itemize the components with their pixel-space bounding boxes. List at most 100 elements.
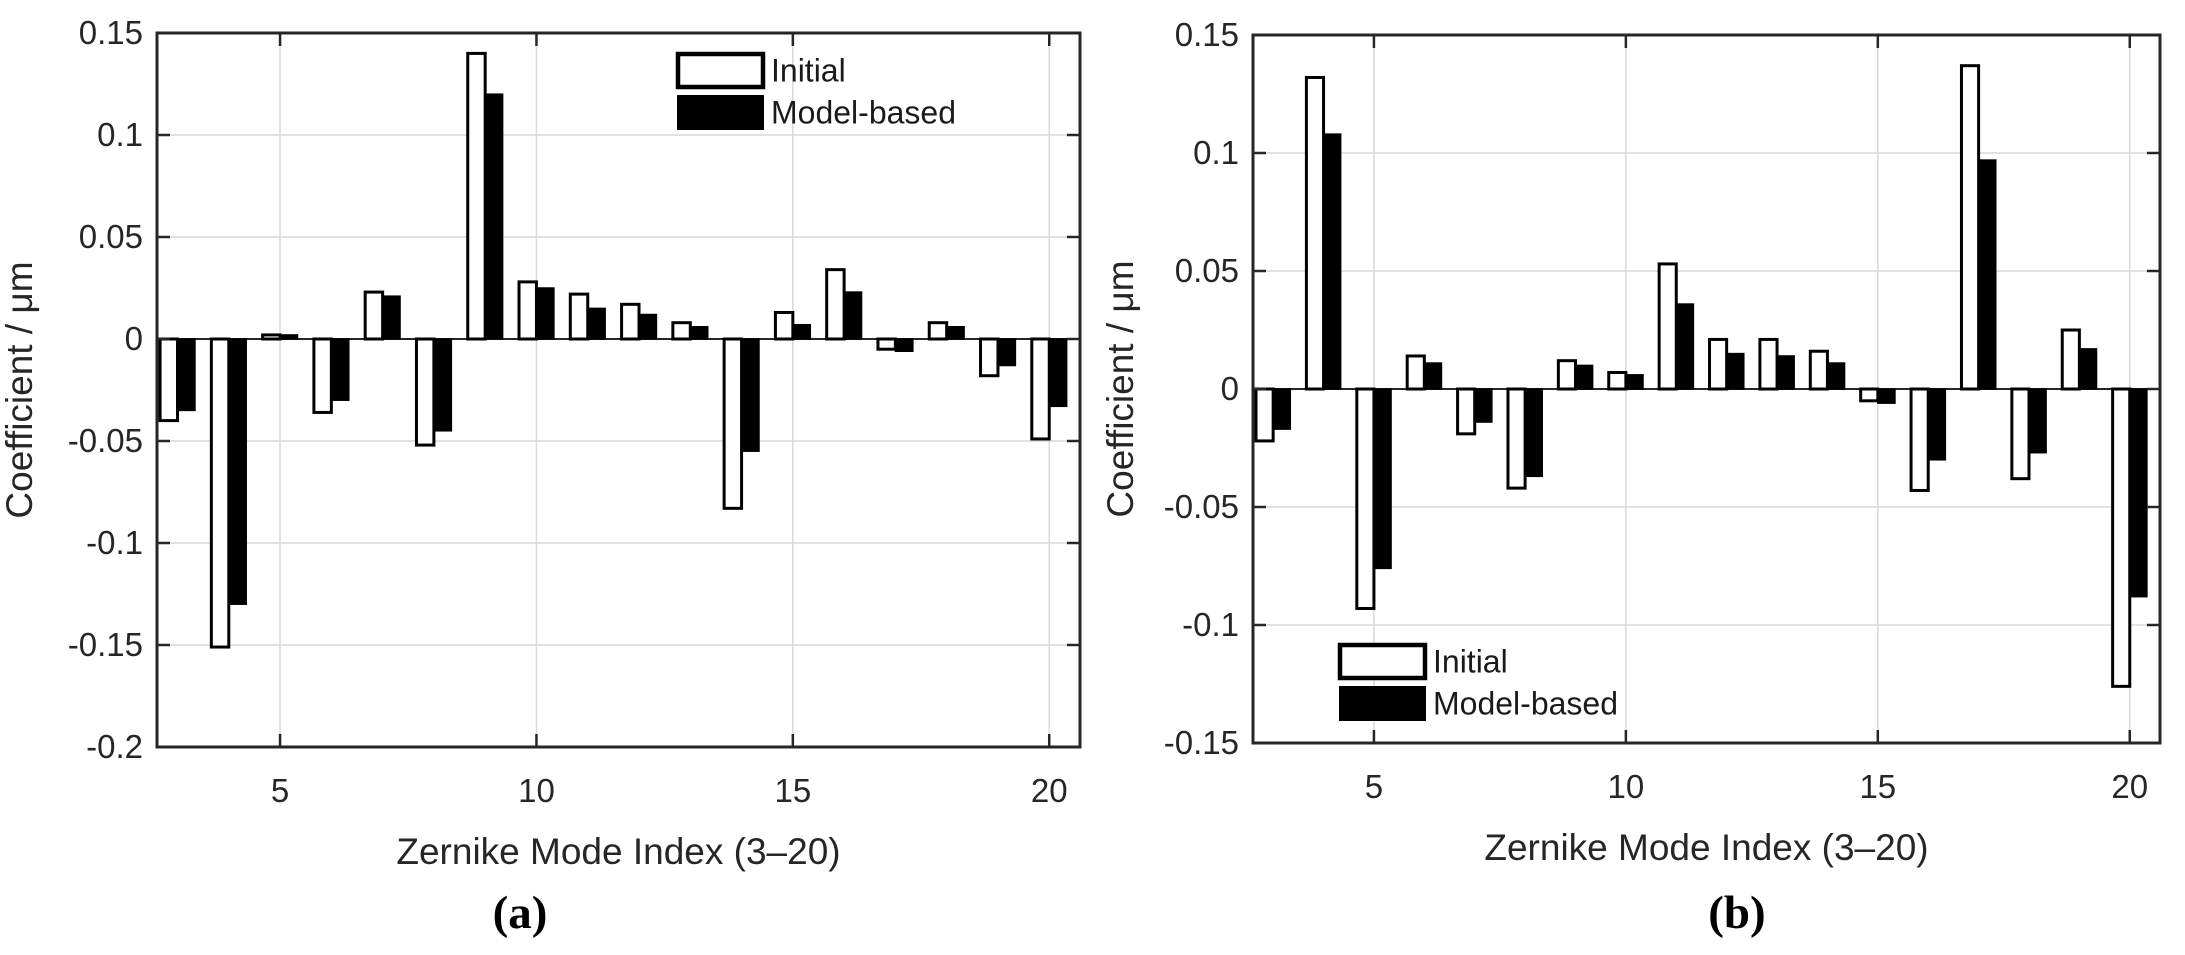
- bar-initial-mode-8: [414, 337, 436, 447]
- y-tick-label: 0.05: [79, 218, 143, 255]
- tick-marks: [1253, 33, 2160, 745]
- bar-initial-mode-13: [1758, 337, 1779, 391]
- x-tick-labels: 5 10 15 20: [1365, 768, 2148, 805]
- bar-model-based-mode-10: [1625, 374, 1644, 390]
- bar-initial-mode-12: [1708, 337, 1729, 391]
- x-axis-label: Zernike Mode Index (3–20): [1484, 827, 1928, 868]
- bar-initial-mode-6: [312, 337, 333, 414]
- y-tick-label: -0.1: [1182, 606, 1239, 643]
- y-tick-label: 0.15: [79, 14, 143, 51]
- bar-model-based-mode-9: [484, 93, 504, 340]
- panel-b-bar-chart: 0.15 0.1 0.05 0 -0.05 -0.1 -0.15 5 10 15 20 Zernike…: [1100, 16, 2162, 868]
- bar-model-based-mode-14: [740, 338, 760, 452]
- bar-model-based-mode-5: [1373, 388, 1392, 570]
- bar-initial-mode-14: [722, 337, 744, 510]
- bar-initial-mode-20: [2111, 387, 2132, 688]
- bar-initial-mode-11: [568, 292, 590, 341]
- bar-model-based-mode-7: [381, 295, 401, 340]
- bar-initial-mode-12: [620, 302, 641, 341]
- x-tick-label: 20: [1031, 772, 1068, 809]
- y-tick-label: 0.15: [1175, 16, 1239, 53]
- x-tick-label: 5: [1365, 768, 1383, 805]
- bar-model-based-mode-13: [1776, 355, 1795, 390]
- y-tick-label: -0.15: [1164, 724, 1239, 761]
- bar-model-based-mode-19: [2078, 348, 2098, 390]
- bar-initial-mode-9: [1556, 359, 1577, 391]
- bar-model-based-mode-20: [1048, 338, 1068, 408]
- caption-a: (a): [493, 887, 548, 939]
- bar-initial-mode-7: [1456, 387, 1477, 436]
- plot-border: [155, 31, 1082, 749]
- bar-initial-mode-6: [1405, 354, 1426, 391]
- bar-model-based-mode-4: [228, 338, 247, 605]
- legend-swatch-initial: [1337, 642, 1428, 681]
- bar-initial-mode-20: [1030, 337, 1051, 441]
- bar-initial-mode-3: [1254, 387, 1275, 443]
- bar-initial-mode-17: [876, 337, 897, 351]
- bar-model-based-mode-11: [586, 307, 606, 340]
- y-tick-label: -0.2: [86, 728, 143, 765]
- y-tick-labels: 0.15 0.1 0.05 0 -0.05 -0.1 -0.15 -0.2: [68, 14, 143, 765]
- y-tick-label: 0.1: [1193, 134, 1239, 171]
- bar-initial-mode-8: [1506, 387, 1527, 490]
- y-tick-label: 0.05: [1175, 252, 1239, 289]
- bar-model-based-mode-10: [535, 287, 555, 340]
- bar-initial-mode-7: [363, 290, 385, 341]
- bar-model-based-mode-17: [1977, 159, 1997, 390]
- bar-initial-mode-5: [261, 333, 282, 341]
- bar-model-based-mode-18: [945, 326, 965, 340]
- bars-model-based: [1272, 133, 2148, 598]
- bar-model-based-mode-3: [1272, 388, 1292, 430]
- y-tick-label: -0.05: [1164, 488, 1239, 525]
- bar-model-based-mode-16: [843, 291, 863, 340]
- x-tick-label: 20: [2111, 768, 2148, 805]
- bar-initial-mode-10: [1607, 370, 1628, 391]
- legend-label-model-based: Model-based: [1433, 686, 1618, 722]
- bar-initial-mode-4: [1304, 75, 1326, 391]
- y-tick-label: 0: [1221, 370, 1239, 407]
- x-tick-label: 15: [1859, 768, 1896, 805]
- legend-swatch-model-based: [677, 95, 764, 130]
- x-tick-label: 15: [774, 772, 811, 809]
- bar-initial-mode-3: [158, 337, 180, 423]
- bar-model-based-mode-19: [997, 338, 1017, 367]
- legend: Initial Model-based: [675, 51, 956, 131]
- caption-b: (b): [1708, 887, 1765, 939]
- bar-initial-mode-15: [1859, 387, 1880, 403]
- bar-model-based-mode-16: [1927, 388, 1947, 461]
- bar-model-based-mode-8: [433, 338, 453, 432]
- x-tick-label: 10: [1608, 768, 1645, 805]
- bar-initial-mode-18: [927, 321, 949, 341]
- bar-model-based-mode-18: [2028, 388, 2047, 454]
- legend-swatch-model-based: [1339, 686, 1426, 721]
- legend-label-initial: Initial: [771, 53, 846, 89]
- bar-model-based-mode-13: [689, 326, 709, 340]
- bar-initial-mode-16: [825, 268, 846, 341]
- x-axis-label: Zernike Mode Index (3–20): [396, 831, 840, 872]
- legend-label-model-based: Model-based: [771, 95, 956, 131]
- y-tick-label: -0.05: [68, 422, 143, 459]
- panel-a-bar-chart: 0.15 0.1 0.05 0 -0.05 -0.1 -0.15 -0.2 5 10 15 20 Zer…: [0, 14, 1082, 872]
- y-tick-labels: 0.15 0.1 0.05 0 -0.05 -0.1 -0.15: [1164, 16, 1239, 761]
- y-tick-label: 0.1: [97, 116, 143, 153]
- bar-initial-mode-19: [2060, 328, 2081, 391]
- bar-model-based-mode-6: [1423, 362, 1443, 390]
- bar-initial-mode-9: [466, 51, 487, 341]
- bar-model-based-mode-12: [638, 313, 658, 340]
- x-tick-labels: 5 10 15 20: [271, 772, 1068, 809]
- bar-model-based-mode-15: [792, 323, 812, 340]
- bar-model-based-mode-17: [894, 338, 914, 352]
- bar-initial-mode-10: [517, 280, 538, 341]
- plot-area: [157, 33, 1080, 747]
- y-axis-label: Coefficient / μm: [0, 261, 40, 518]
- y-tick-label: 0: [125, 320, 143, 357]
- y-tick-label: -0.1: [86, 524, 143, 561]
- x-tick-label: 10: [518, 772, 555, 809]
- bar-initial-mode-17: [1959, 64, 1981, 391]
- x-tick-label: 5: [271, 772, 289, 809]
- bar-initial-mode-13: [671, 321, 692, 341]
- bar-model-based-mode-6: [330, 338, 350, 401]
- bar-model-based-mode-20: [2129, 388, 2148, 598]
